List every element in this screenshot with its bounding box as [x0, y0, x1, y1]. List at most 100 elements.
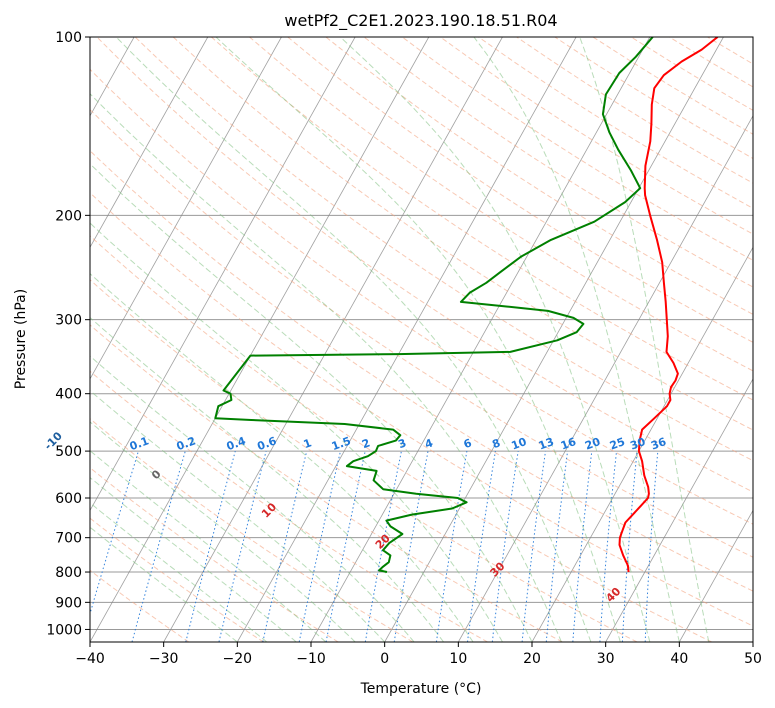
moist-adiabat	[90, 476, 297, 642]
y-tick-label: 300	[55, 313, 82, 329]
mixing-ratio-label: 16	[559, 435, 578, 453]
isotherm-line	[163, 37, 503, 642]
dry-adiabat-label: 40	[603, 585, 623, 605]
x-tick-label: 50	[744, 651, 762, 667]
x-tick-label: −40	[75, 651, 105, 667]
isotherm-line	[457, 114, 753, 642]
dewpoint-line	[214, 37, 654, 573]
y-tick-label: 900	[55, 595, 82, 611]
dry-adiabat-label: 20	[373, 532, 393, 552]
mixing-ratio-line	[435, 451, 468, 642]
mixing-ratio-label: 4	[423, 436, 435, 451]
moist-adiabat	[90, 355, 415, 642]
plot-background	[0, 37, 753, 642]
dry-adiabat	[90, 517, 264, 642]
isotherm-line	[531, 246, 753, 642]
isotherm-line	[605, 378, 753, 642]
moist-adiabat	[90, 163, 533, 642]
x-tick-label: 30	[597, 651, 615, 667]
x-tick-label: −10	[296, 651, 326, 667]
x-axis-title: Temperature (°C)	[360, 681, 482, 697]
moist-adiabat	[215, 37, 621, 642]
isotherm-line	[310, 37, 651, 642]
dry-adiabat	[90, 108, 753, 558]
moist-adiabat	[115, 37, 592, 642]
mixing-ratio-line	[298, 450, 341, 642]
dry-adiabat	[211, 37, 753, 401]
mixing-ratio-line	[218, 450, 267, 642]
moist-adiabat	[90, 450, 327, 642]
mixing-ratio-label: 0.4	[225, 434, 248, 453]
isotherm-line	[678, 509, 753, 642]
y-tick-label: 400	[55, 387, 82, 403]
dry-adiabat	[90, 324, 563, 642]
mixing-ratio-line	[545, 451, 569, 642]
dry-adiabat	[592, 37, 753, 135]
dry-adiabat-label: 30	[488, 559, 508, 579]
mixing-ratio-line	[262, 450, 308, 642]
dry-adiabat	[90, 235, 712, 642]
dry-adiabat	[325, 37, 753, 315]
mixing-ratio-line	[185, 450, 236, 642]
y-axis-title: Pressure (hPa)	[13, 289, 29, 389]
isotherm-line	[0, 37, 60, 642]
mixing-ratio-line	[521, 451, 546, 642]
y-tick-label: 500	[55, 444, 82, 460]
dry-adiabat	[90, 68, 753, 525]
mixing-ratio-line	[599, 451, 617, 642]
mixing-ratio-label: 25	[608, 435, 627, 452]
moist-adiabat	[90, 222, 503, 642]
y-tick-label: 600	[55, 491, 82, 507]
mixing-ratio-label: 0.2	[175, 434, 198, 453]
y-tick-label: 1000	[46, 622, 82, 638]
isotherm-line	[752, 641, 753, 642]
moist-adiabat	[90, 93, 562, 642]
temperature-line	[618, 37, 719, 573]
dry-adiabat-label: 10	[259, 500, 279, 520]
dry-adiabat	[172, 37, 753, 431]
dry-adiabat	[90, 192, 753, 627]
axes: −40 −30 −20 −10 0 10 20 30 40 5010020030040050060…	[46, 30, 762, 667]
mixing-ratio-label: 2	[360, 436, 372, 451]
mixing-ratio-label: 30	[628, 435, 647, 453]
moist-adiabat	[473, 37, 680, 642]
moist-adiabat	[90, 526, 238, 642]
dry-adiabat	[90, 370, 488, 642]
chart-title: wetPf2_C2E1.2023.190.18.51.R04	[284, 11, 557, 31]
isotherm-line	[90, 37, 282, 380]
mixing-ratio-label: 0.6	[256, 434, 279, 453]
moist-adiabat	[90, 502, 268, 642]
dry-adiabat	[90, 279, 638, 642]
isotherm-line	[384, 37, 724, 642]
mixing-ratio-line	[572, 451, 593, 642]
moist-adiabat	[339, 37, 651, 642]
mixing-ratio-label: 0.1	[128, 434, 151, 453]
y-tick-label: 800	[55, 565, 82, 581]
dry-adiabat	[707, 37, 753, 65]
y-tick-label: 700	[55, 531, 82, 547]
x-tick-label: −30	[149, 651, 179, 667]
isotherm-line	[90, 37, 430, 642]
dry-adiabat	[669, 37, 753, 88]
mixing-ratio-label: 3	[396, 436, 408, 451]
mixing-ratio-label: 1	[302, 436, 314, 451]
x-tick-label: 20	[523, 651, 541, 667]
mixing-ratio-line	[131, 450, 186, 642]
sounding-profiles	[214, 37, 719, 573]
dry-adiabat	[401, 37, 753, 261]
x-tick-label: 10	[449, 651, 467, 667]
mixing-ratio-line	[644, 451, 659, 642]
plot-frame	[89, 36, 754, 643]
moist-adiabat	[90, 421, 356, 642]
mixing-ratio-label: 1.5	[330, 434, 353, 453]
x-tick-label: −20	[223, 651, 253, 667]
isotherm-line	[90, 37, 356, 512]
dry-adiabat	[363, 37, 753, 288]
mixing-ratio-line	[467, 451, 496, 642]
dry-adiabat	[90, 467, 339, 642]
mixing-ratio-label: 13	[537, 435, 556, 452]
y-tick-label: 100	[55, 30, 82, 46]
dry-adiabat	[516, 37, 753, 184]
mixing-ratio-label: 6	[462, 436, 474, 451]
x-tick-label: 40	[670, 651, 688, 667]
